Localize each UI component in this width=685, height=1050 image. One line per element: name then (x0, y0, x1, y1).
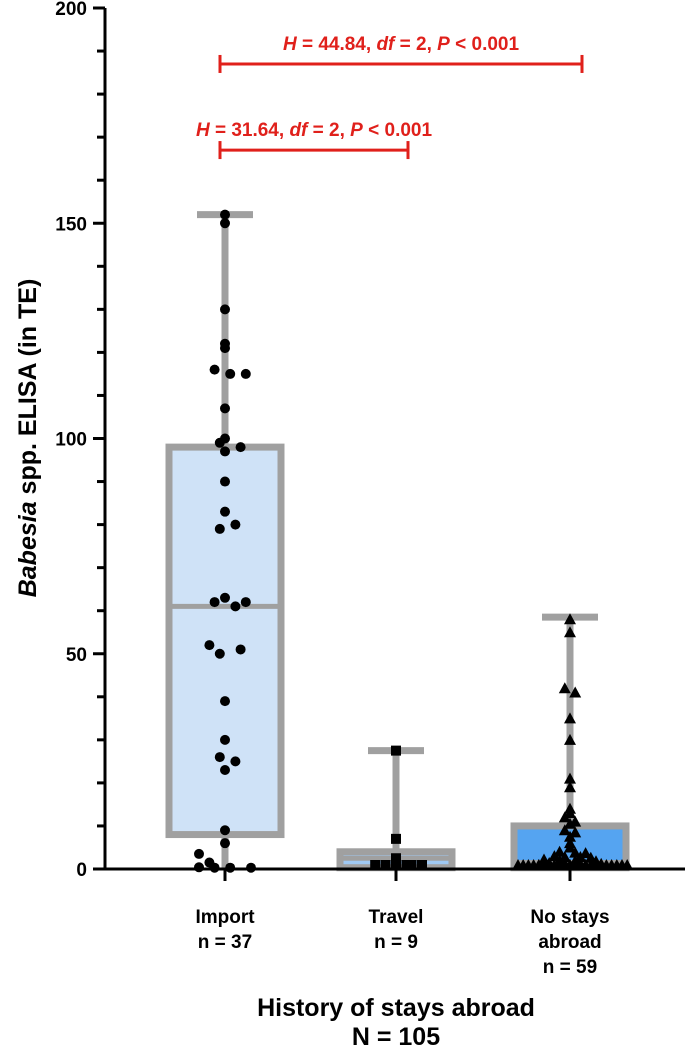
x-axis-subtitle: N = 105 (352, 1023, 440, 1050)
data-point (417, 860, 427, 870)
y-tick-label: 0 (76, 860, 87, 881)
y-axis-title: Babesia spp. ELISA (in TE) (14, 279, 42, 598)
data-point (564, 859, 576, 870)
data-point (380, 860, 391, 870)
data-point (564, 712, 576, 724)
data-point (220, 304, 230, 315)
data-point (564, 626, 576, 638)
data-point (209, 597, 220, 608)
data-point (564, 733, 576, 745)
data-point (517, 859, 530, 870)
data-point (621, 859, 634, 870)
data-point (564, 841, 576, 853)
significance-bracket: H = 31.64, df = 2, P < 0.001 (196, 120, 433, 160)
data-point (220, 506, 230, 517)
data-point (220, 446, 230, 457)
data-point (564, 781, 576, 793)
y-tick-label: 150 (55, 214, 87, 235)
data-point (220, 764, 230, 775)
data-point (391, 853, 401, 864)
box-group (165, 211, 630, 872)
data-point (391, 745, 401, 756)
x-tick-label: n = 37 (198, 932, 252, 953)
data-point (564, 817, 576, 829)
x-tick-label: n = 9 (374, 932, 418, 953)
y-tick-label: 100 (55, 430, 87, 451)
data-point (220, 592, 230, 603)
data-point (220, 838, 230, 849)
y-tick-label: 50 (66, 645, 87, 666)
data-point (564, 807, 576, 819)
data-point (214, 648, 225, 659)
data-point (220, 476, 230, 487)
data-point (220, 218, 230, 229)
box-travel (336, 747, 456, 872)
data-point (558, 811, 571, 823)
x-tick-label: No stays (530, 907, 609, 928)
data-point (220, 825, 230, 836)
data-point (610, 859, 623, 870)
significance-annotations: H = 44.84, df = 2, P < 0.001 H = 31.64, d… (196, 34, 584, 160)
data-point (220, 343, 230, 354)
x-tick-label: abroad (538, 932, 601, 953)
data-point (391, 833, 401, 844)
axis-labels: Import n = 37 Travel n = 9 No stays abroad n =… (14, 279, 610, 1050)
data-point (564, 613, 576, 625)
data-point (595, 859, 608, 870)
data-point (230, 519, 241, 530)
data-point (391, 860, 401, 870)
data-point (230, 601, 241, 612)
data-point (406, 860, 417, 870)
data-point (569, 826, 582, 838)
data-point (240, 597, 251, 608)
data-point (532, 859, 545, 870)
data-point (204, 640, 215, 651)
significance-bracket: H = 44.84, df = 2, P < 0.001 (218, 34, 584, 73)
data-points (194, 209, 634, 873)
box-iqr (165, 443, 285, 839)
data-point (548, 850, 561, 862)
data-point (235, 442, 246, 453)
data-point (220, 209, 230, 220)
data-point (564, 830, 576, 842)
axes: 0 50 100 150 200 (55, 0, 685, 881)
data-point (209, 364, 220, 375)
data-point (579, 859, 592, 870)
data-point (214, 437, 225, 448)
x-tick-label: n = 59 (543, 957, 597, 978)
data-point (214, 752, 225, 763)
data-point (194, 862, 204, 873)
data-point (220, 403, 230, 414)
data-point (230, 756, 241, 767)
significance-label: H = 44.84, df = 2, P < 0.001 (283, 34, 520, 55)
x-axis-title: History of stays abroad (257, 994, 535, 1022)
y-tick-label: 200 (55, 0, 87, 20)
data-point (558, 824, 571, 836)
significance-label: H = 31.64, df = 2, P < 0.001 (196, 120, 433, 141)
data-point (240, 368, 251, 379)
data-point (370, 860, 381, 870)
data-point (553, 845, 566, 857)
data-point (220, 734, 230, 745)
data-point (220, 696, 230, 707)
data-point (569, 846, 582, 858)
data-point (558, 682, 571, 694)
data-point (235, 644, 246, 655)
data-point (564, 772, 576, 784)
data-point (214, 523, 225, 534)
x-tick-label: Travel (369, 907, 424, 928)
x-tick-label: Import (195, 907, 255, 928)
data-point (194, 848, 204, 859)
data-point (225, 368, 236, 379)
data-point (569, 686, 582, 698)
data-point (548, 859, 561, 870)
data-point (401, 860, 412, 870)
